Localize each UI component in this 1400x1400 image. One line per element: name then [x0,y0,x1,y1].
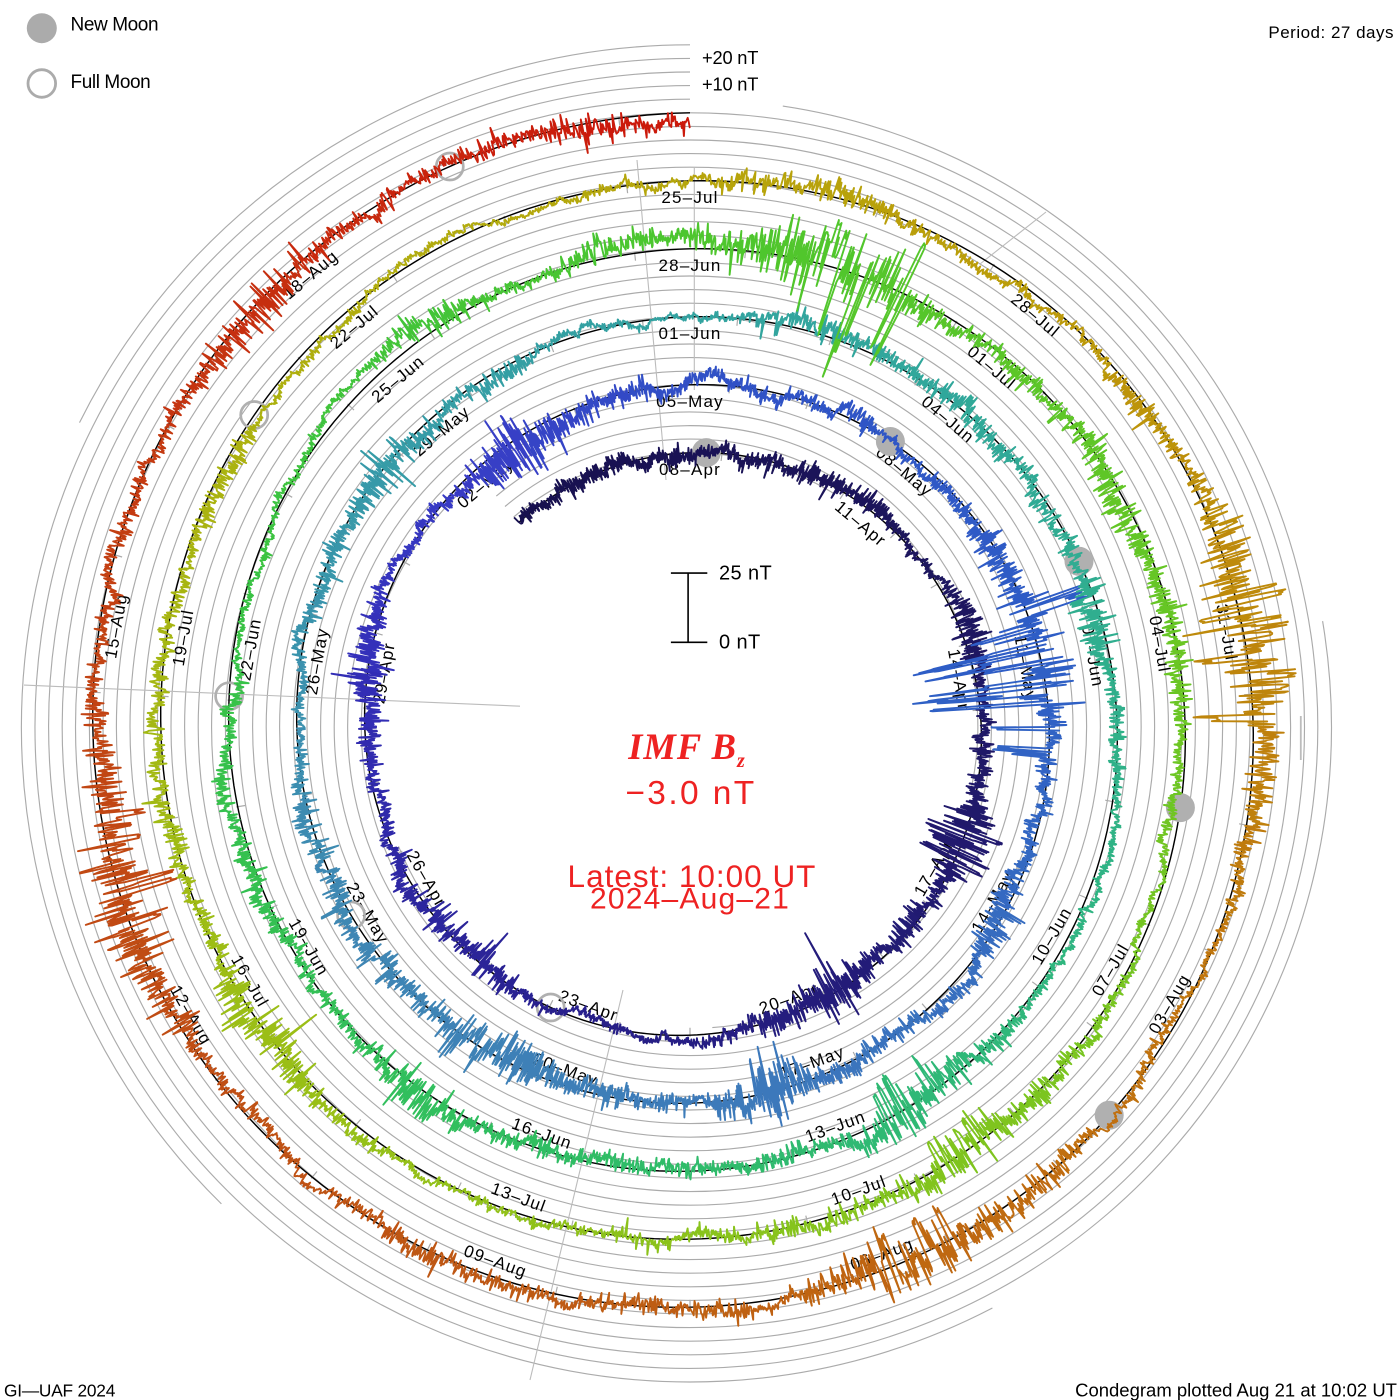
svg-text:Condegram plotted Aug 21 at 10: Condegram plotted Aug 21 at 10:02 UT [1075,1380,1397,1400]
svg-text:GI—UAF 2024: GI—UAF 2024 [4,1381,116,1400]
svg-text:Period: 27 days: Period: 27 days [1268,23,1394,42]
svg-text:IMF Bz: IMF Bz [627,726,746,772]
svg-text:2024–Aug–21: 2024–Aug–21 [590,883,790,916]
svg-text:Latest: 10:00 UT: Latest: 10:00 UT [568,858,817,894]
svg-text:0 nT: 0 nT [719,632,761,654]
svg-text:New Moon: New Moon [71,15,159,36]
svg-text:+20 nT: +20 nT [702,47,758,68]
svg-text:01–Jun: 01–Jun [659,324,722,343]
svg-text:25 nT: 25 nT [719,563,772,585]
svg-text:28–Jun: 28–Jun [659,256,722,275]
svg-text:25–Jul: 25–Jul [661,188,718,207]
svg-text:+10 nT: +10 nT [702,73,758,94]
svg-text:Full Moon: Full Moon [71,72,151,93]
svg-text:−3.0 nT: −3.0 nT [625,775,756,812]
